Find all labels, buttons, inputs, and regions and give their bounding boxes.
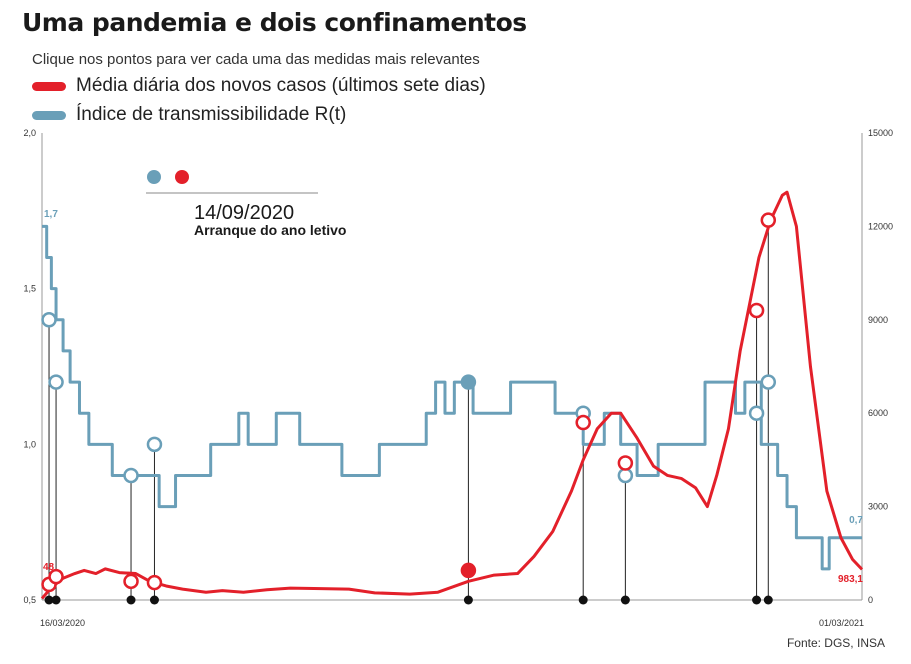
timeline-dot[interactable]: [620, 595, 630, 605]
legend-swatch-rt: [32, 110, 66, 120]
rt-marker-point[interactable]: [760, 374, 777, 390]
timeline-dot[interactable]: [44, 595, 54, 605]
y-left-tick-label: 2,0: [23, 128, 36, 138]
rt-end-label: 0,7: [849, 515, 863, 526]
chart-subtitle: Clique nos pontos para ver cada uma das …: [32, 51, 480, 68]
timeline-dot[interactable]: [763, 595, 773, 605]
y-right-tick-label: 6000: [868, 408, 888, 418]
info-cases-dot: [175, 170, 189, 184]
info-box-description: Arranque do ano letivo: [194, 222, 347, 238]
rt-marker-point[interactable]: [123, 467, 139, 484]
cases-marker-point[interactable]: [748, 302, 765, 319]
y-left-tick-label: 0,5: [23, 595, 36, 605]
x-end-label: 01/03/2021: [819, 618, 864, 628]
cases-start-label: 48: [43, 562, 55, 573]
cases-marker-point[interactable]: [617, 455, 634, 471]
timeline-dot[interactable]: [752, 595, 762, 605]
cases-marker-point[interactable]: [460, 562, 477, 579]
timeline-dot[interactable]: [463, 595, 473, 605]
legend-swatch-cases: [32, 81, 66, 91]
y-left-tick-label: 1,5: [23, 284, 36, 294]
cases-marker-point[interactable]: [48, 568, 64, 585]
timeline-dot[interactable]: [578, 595, 588, 605]
y-right-tick-label: 12000: [868, 221, 893, 231]
legend-item-cases: Média diária dos novos casos (últimos se…: [32, 75, 486, 97]
rt-start-label: 1,7: [44, 209, 58, 220]
x-start-label: 16/03/2020: [40, 618, 85, 628]
rt-marker-point[interactable]: [146, 436, 163, 453]
legend-label-rt: Índice de transmissibilidade R(t): [76, 104, 347, 125]
info-rt-dot: [147, 170, 161, 184]
y-right-tick-label: 3000: [868, 502, 888, 512]
cases-marker-point[interactable]: [760, 212, 777, 228]
rt-series-line: [42, 224, 862, 571]
source-note: Fonte: DGS, INSA: [786, 636, 885, 650]
chart-title: Uma pandemia e dois confinamentos: [22, 8, 527, 37]
cases-marker-point[interactable]: [146, 574, 163, 591]
rt-marker-point[interactable]: [617, 467, 634, 484]
y-right-tick-label: 15000: [868, 128, 893, 138]
y-right-tick-label: 0: [868, 595, 873, 605]
cases-marker-point[interactable]: [123, 573, 139, 590]
timeline-dot[interactable]: [51, 595, 61, 605]
cases-marker-point[interactable]: [575, 414, 591, 431]
rt-marker-point[interactable]: [460, 374, 477, 390]
timeline-dot[interactable]: [149, 595, 159, 605]
cases-end-label: 983,1: [838, 574, 863, 585]
timeline-dot[interactable]: [126, 595, 136, 605]
legend-item-rt: Índice de transmissibilidade R(t): [32, 104, 346, 126]
y-left-tick-label: 1,0: [23, 439, 36, 449]
rt-marker-point[interactable]: [41, 312, 57, 328]
cases-series-line: [40, 190, 864, 600]
y-right-tick-label: 9000: [868, 315, 888, 325]
rt-marker-point[interactable]: [48, 374, 64, 390]
info-box-date: 14/09/2020: [194, 202, 295, 224]
legend-label-cases: Média diária dos novos casos (últimos se…: [76, 75, 486, 96]
rt-marker-point[interactable]: [748, 405, 765, 421]
